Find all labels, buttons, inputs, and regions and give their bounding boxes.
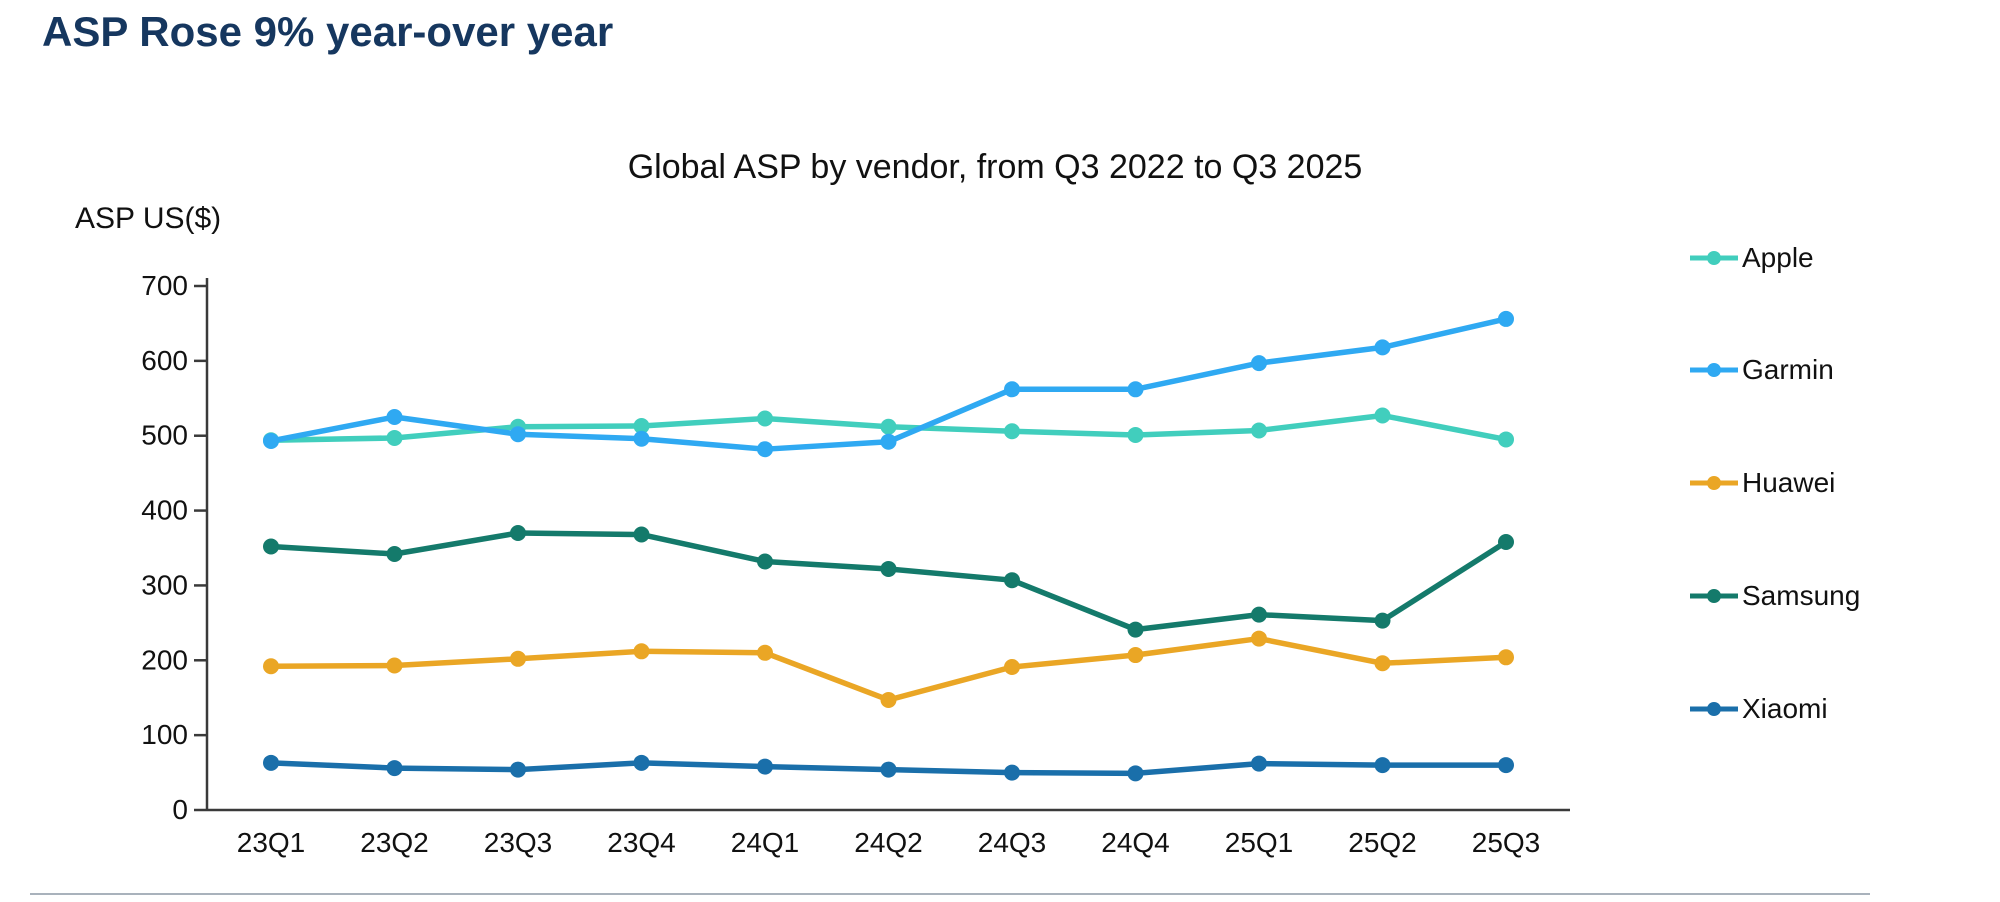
- data-point-garmin: [1251, 355, 1267, 372]
- x-axis-label: 24Q1: [731, 827, 800, 858]
- data-point-samsung: [1498, 534, 1514, 551]
- legend-item-xiaomi: Xiaomi: [1688, 691, 1828, 727]
- data-point-xiaomi: [633, 754, 650, 771]
- data-point-garmin: [1374, 339, 1391, 356]
- data-point-garmin: [633, 430, 650, 447]
- legend-line-marker-icon: [1690, 476, 1738, 490]
- data-point-xiaomi: [1004, 764, 1020, 781]
- legend-label: Samsung: [1742, 580, 1861, 611]
- legend-line-marker-icon: [1690, 363, 1738, 377]
- data-point-xiaomi: [757, 758, 773, 775]
- data-point-huawei: [510, 650, 526, 667]
- x-axis-label: 24Q4: [1101, 827, 1170, 858]
- y-axis-tick-label: 200: [141, 644, 188, 675]
- x-axis-label: 23Q1: [237, 827, 306, 858]
- data-point-huawei: [263, 658, 279, 675]
- y-axis-tick-label: 400: [141, 495, 188, 526]
- y-axis-title: ASP US($): [75, 202, 222, 235]
- x-axis-label: 23Q2: [360, 827, 429, 858]
- data-point-huawei: [386, 657, 403, 674]
- legend-line-marker-icon: [1690, 702, 1738, 716]
- data-point-xiaomi: [510, 761, 526, 778]
- x-axis-label: 25Q1: [1225, 827, 1294, 858]
- data-point-garmin: [1127, 381, 1144, 398]
- x-axis-label: 25Q3: [1472, 827, 1541, 858]
- data-point-apple: [880, 418, 897, 435]
- data-point-apple: [1004, 423, 1020, 440]
- data-point-garmin: [880, 433, 897, 450]
- legend-item-apple: Apple: [1688, 240, 1814, 276]
- data-point-apple: [1251, 422, 1267, 439]
- y-axis-tick-label: 700: [141, 270, 188, 301]
- data-point-samsung: [1127, 621, 1144, 638]
- data-point-xiaomi: [1374, 757, 1391, 774]
- data-point-huawei: [757, 644, 773, 661]
- y-axis-tick-label: 300: [141, 569, 188, 600]
- data-point-samsung: [757, 553, 773, 570]
- x-axis-label: 25Q2: [1348, 827, 1417, 858]
- data-point-huawei: [1004, 659, 1020, 676]
- data-point-garmin: [1498, 310, 1514, 327]
- data-point-samsung: [510, 525, 526, 542]
- data-point-samsung: [880, 560, 897, 577]
- y-axis-tick-label: 600: [141, 345, 188, 376]
- data-point-garmin: [1004, 381, 1020, 398]
- x-axis-label: 23Q4: [607, 827, 676, 858]
- legend-line-marker-icon: [1690, 589, 1738, 603]
- chart-title: Global ASP by vendor, from Q3 2022 to Q3…: [627, 148, 1363, 186]
- data-point-garmin: [510, 426, 526, 443]
- x-axis-label: 24Q2: [854, 827, 923, 858]
- data-point-garmin: [386, 409, 403, 425]
- legend-line-marker-icon: [1690, 251, 1738, 265]
- series-line-huawei: [268, 635, 1509, 703]
- page-title: ASP Rose 9% year-over year: [42, 8, 614, 55]
- data-point-samsung: [1251, 606, 1267, 623]
- legend-item-huawei: Huawei: [1688, 465, 1835, 501]
- data-point-apple: [1374, 407, 1391, 424]
- x-axis-label: 23Q3: [484, 827, 553, 858]
- data-point-apple: [1498, 431, 1514, 448]
- data-point-apple: [633, 417, 650, 434]
- bottom-divider: [30, 893, 1870, 895]
- series-line-samsung: [268, 530, 1509, 633]
- data-point-samsung: [633, 526, 650, 543]
- data-point-apple: [1127, 426, 1144, 443]
- legend-label: Xiaomi: [1742, 693, 1828, 724]
- data-point-huawei: [880, 691, 897, 708]
- data-point-huawei: [633, 643, 650, 660]
- y-axis-tick-label: 100: [141, 719, 188, 750]
- legend-label: Huawei: [1742, 467, 1836, 498]
- data-point-xiaomi: [880, 761, 897, 778]
- data-point-samsung: [263, 538, 279, 555]
- legend-item-samsung: Samsung: [1688, 578, 1860, 614]
- data-point-xiaomi: [1127, 765, 1144, 782]
- data-point-xiaomi: [1498, 757, 1514, 774]
- y-axis-tick-label: 0: [172, 794, 188, 825]
- data-point-samsung: [1374, 612, 1391, 629]
- data-point-apple: [757, 410, 773, 427]
- legend-label: Apple: [1742, 242, 1814, 273]
- data-point-huawei: [1374, 655, 1391, 672]
- data-point-xiaomi: [386, 760, 403, 777]
- data-point-samsung: [1004, 572, 1020, 589]
- x-axis-label: 24Q3: [978, 827, 1047, 858]
- data-point-xiaomi: [263, 754, 279, 771]
- data-point-apple: [386, 429, 403, 446]
- data-point-garmin: [757, 441, 773, 458]
- y-axis-tick-label: 500: [141, 420, 188, 451]
- data-point-huawei: [1498, 649, 1514, 666]
- legend-label: Garmin: [1742, 354, 1834, 385]
- data-point-garmin: [263, 432, 279, 449]
- data-point-samsung: [386, 545, 403, 562]
- data-point-huawei: [1127, 647, 1144, 664]
- data-point-xiaomi: [1251, 755, 1267, 772]
- data-point-huawei: [1251, 630, 1267, 647]
- legend-item-garmin: Garmin: [1688, 352, 1834, 388]
